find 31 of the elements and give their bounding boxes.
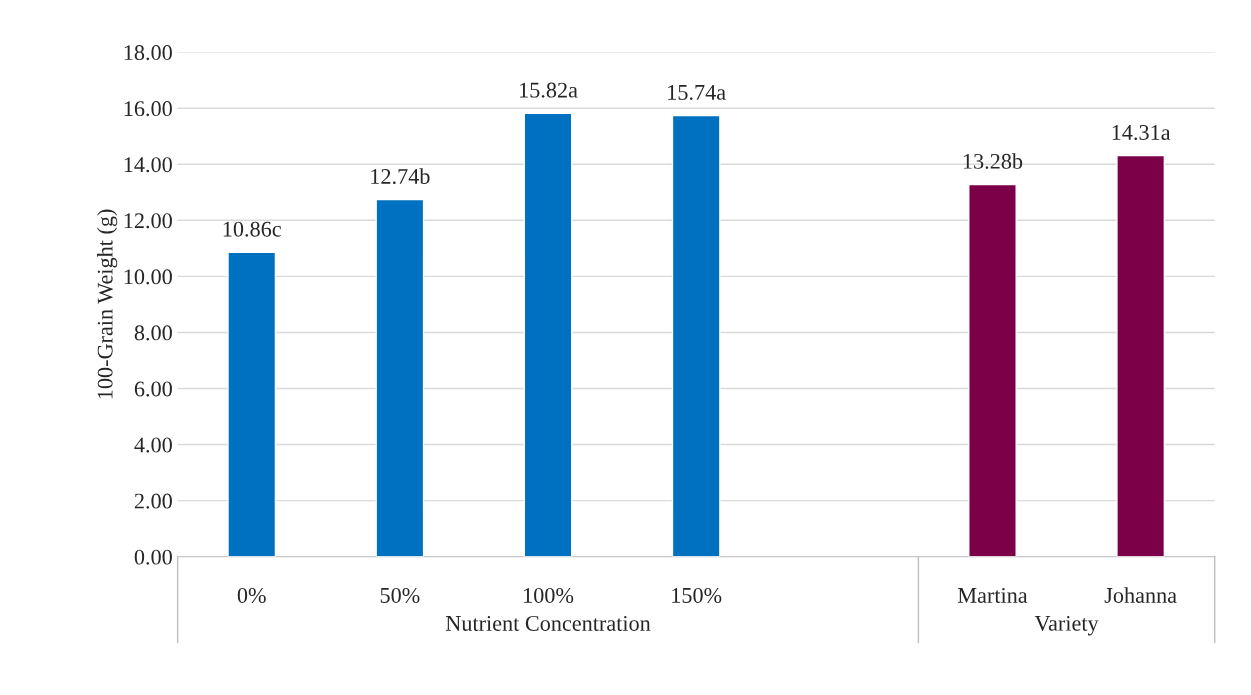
x-tick-label: Martina [957,587,1028,603]
y-tick-label: 12.00 [124,213,172,229]
y-tick-label: 16.00 [124,101,172,117]
y-tick-label: 18.00 [124,45,172,61]
y-tick-label: 4.00 [134,437,172,453]
data-label: 13.28b [963,153,1023,169]
bar [523,112,573,557]
bar [375,198,425,557]
y-tick-label: 0.00 [134,549,172,565]
x-tick-label: 150% [672,587,722,603]
x-tick-label: 100% [524,587,574,603]
y-axis-title: 100-Grain Weight (g) [97,209,118,399]
x-tick-label: 0% [237,587,266,603]
y-tick-label: 6.00 [134,381,172,397]
y-tick-label: 14.00 [124,157,172,173]
y-tick-label: 8.00 [134,325,172,341]
y-tick-label: 10.00 [124,269,172,285]
text: Variety [1034,615,1099,636]
text: Nutrient Concentration [445,615,651,631]
data-label: 15.82a [520,82,578,98]
bar [227,251,277,557]
y-tick-label: 2.00 [134,493,172,509]
x-tick-label: 50% [380,587,420,603]
bar [1116,154,1166,557]
data-label: 10.86c [223,221,281,237]
x-tick-label: Johanna [1104,587,1177,603]
bar [968,183,1017,557]
data-label: 14.31a [1112,125,1171,141]
bar [671,114,721,557]
data-label: 15.74a [668,84,726,100]
data-label: 12.74b [371,168,430,185]
